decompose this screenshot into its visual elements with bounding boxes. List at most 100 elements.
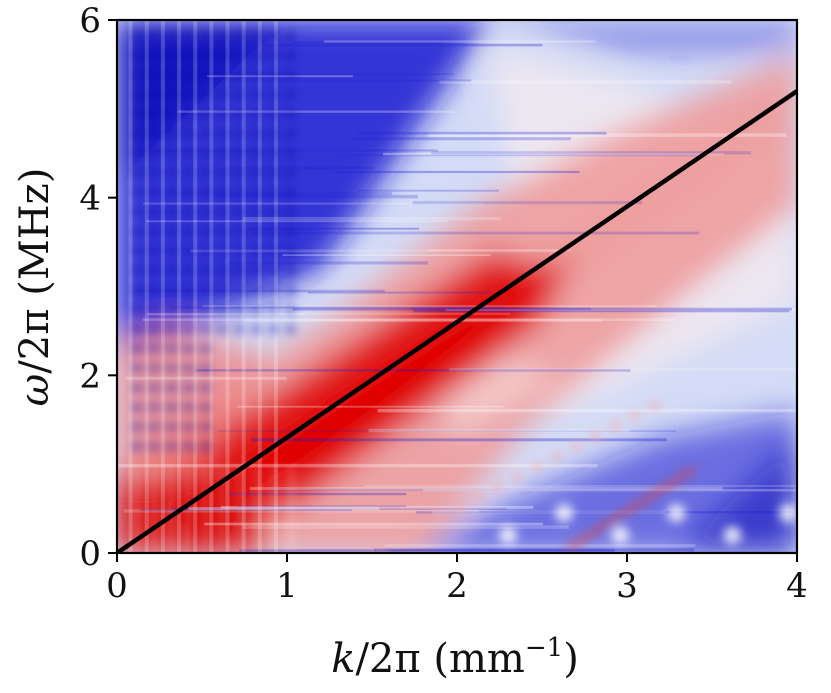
heatmap-dot xyxy=(235,168,244,177)
heatmap-dot xyxy=(201,383,210,392)
heatmap-dot xyxy=(235,31,244,40)
heatmap-stripe xyxy=(170,306,504,309)
heatmap-dot xyxy=(286,246,295,255)
heatmap-dot xyxy=(167,168,176,177)
heatmap-dot xyxy=(168,521,175,528)
heatmap-dot xyxy=(133,188,142,197)
heatmap-stripe xyxy=(439,80,732,84)
heatmap-stripe xyxy=(146,220,447,223)
heatmap-stripe xyxy=(357,131,607,135)
heatmap-stripe xyxy=(143,202,483,205)
heatmap-stripe xyxy=(236,405,504,408)
heatmap-stripe xyxy=(352,137,571,141)
heatmap-stripe xyxy=(206,75,353,78)
heatmap-dot xyxy=(235,246,244,255)
heatmap-dot xyxy=(269,325,278,334)
heatmap-dot xyxy=(287,510,294,517)
heatmap-dot xyxy=(201,246,210,255)
heatmap-dot xyxy=(286,266,295,275)
heatmap-dot xyxy=(150,344,159,353)
heatmap-dot xyxy=(286,110,295,119)
heatmap-stripe xyxy=(411,307,592,311)
heatmap-stripe xyxy=(307,291,491,294)
heatmap-dot xyxy=(168,478,175,485)
heatmap-region xyxy=(440,357,559,438)
heatmap-dot xyxy=(269,71,278,80)
heatmap-dot xyxy=(269,51,278,60)
heatmap-dot xyxy=(269,266,278,275)
heatmap-column-stripe xyxy=(273,20,278,553)
heatmap-region xyxy=(117,20,491,358)
secondary-band-line xyxy=(566,466,697,551)
heatmap-dot xyxy=(269,149,278,158)
x-tick-label: 0 xyxy=(106,566,128,606)
heatmap-dots xyxy=(133,31,797,553)
heatmap-dot xyxy=(253,532,260,539)
heatmap-column-stripe xyxy=(225,20,230,553)
y-tick-label: 4 xyxy=(79,179,101,219)
heatmap-dot xyxy=(184,246,193,255)
heatmap-stripe xyxy=(245,318,602,323)
heatmap-stripe xyxy=(292,307,793,311)
heatmap-stripe xyxy=(253,231,700,235)
heatmap-dot xyxy=(167,227,176,236)
heatmap-dot xyxy=(150,266,159,275)
heatmap-dot xyxy=(201,344,210,353)
heatmap-stripe xyxy=(243,216,501,221)
heatmap-dot xyxy=(235,207,244,216)
heatmap-dot xyxy=(202,532,209,539)
heatmap-dot xyxy=(218,168,227,177)
heatmap-dot xyxy=(133,168,142,177)
heatmap-stripe xyxy=(140,508,353,511)
x-axis-label-text: /2π (mm xyxy=(355,636,524,682)
heatmap-dot xyxy=(184,149,193,158)
heatmap-dot xyxy=(611,526,630,545)
heatmap-dot xyxy=(219,489,226,496)
x-axis-label-close: ) xyxy=(563,636,579,682)
heatmap-stripe xyxy=(227,43,543,47)
heatmap-dot xyxy=(133,31,142,40)
heatmap-dot xyxy=(133,227,142,236)
heatmap-dot xyxy=(167,383,176,392)
heatmap-dot xyxy=(236,500,243,507)
heatmap-dot xyxy=(184,188,193,197)
heatmap-dot xyxy=(133,442,142,451)
heatmap-dot xyxy=(150,90,159,99)
heatmap-dot xyxy=(270,468,277,475)
heatmap-dot xyxy=(201,71,210,80)
heatmap-dot xyxy=(150,383,159,392)
heatmap-dot xyxy=(184,129,193,138)
heatmap-dot xyxy=(253,510,260,517)
heatmap-dot xyxy=(270,532,277,539)
heatmap-dot xyxy=(133,266,142,275)
heatmap-dot xyxy=(167,90,176,99)
heatmap-dot xyxy=(236,510,243,517)
heatmap-dot xyxy=(167,442,176,451)
heatmap-dot xyxy=(235,286,244,295)
heatmap-dot xyxy=(168,532,175,539)
heatmap-dot xyxy=(184,364,193,373)
heatmap-dot xyxy=(236,521,243,528)
heatmap-stripe xyxy=(334,154,697,157)
heatmap-dot xyxy=(555,504,574,523)
heatmap-region xyxy=(678,437,797,553)
heatmap-dot xyxy=(218,110,227,119)
heatmap-dot xyxy=(723,526,742,545)
heatmap-dot xyxy=(269,207,278,216)
secondary-band-dot xyxy=(493,482,503,492)
heatmap-dot xyxy=(133,403,142,412)
heatmap-dot xyxy=(219,542,226,549)
secondary-band-dot xyxy=(571,441,581,451)
heatmap-dot xyxy=(286,129,295,138)
heatmap-dot xyxy=(185,478,192,485)
heatmap-dot xyxy=(218,90,227,99)
heatmap-dot xyxy=(202,521,209,528)
heatmap-dot xyxy=(218,286,227,295)
heatmap-stripe xyxy=(142,318,676,321)
heatmap-stripe xyxy=(236,505,407,508)
heatmap-dot xyxy=(168,542,175,549)
heatmap-dot xyxy=(201,403,210,412)
y-tick-label: 6 xyxy=(79,1,101,41)
heatmap-stripe xyxy=(147,312,304,316)
heatmap-stripe xyxy=(431,151,751,155)
